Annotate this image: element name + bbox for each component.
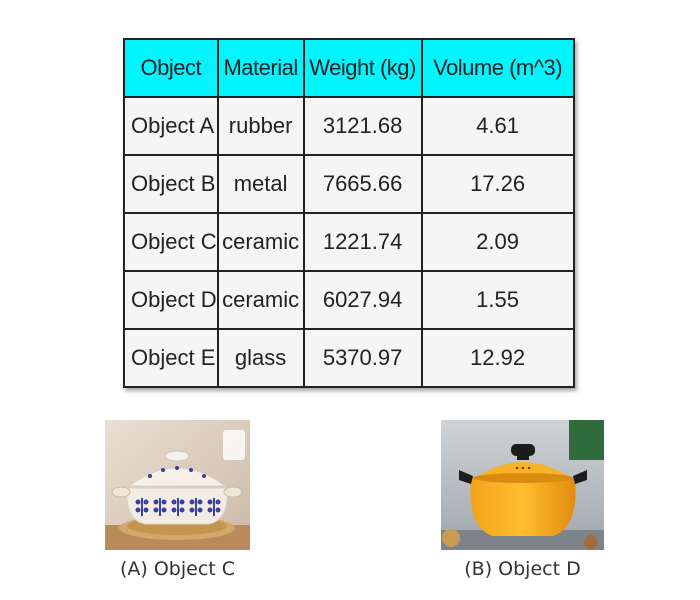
cell-volume: 12.92 bbox=[420, 328, 575, 388]
caption-object-c: (A) Object C bbox=[119, 558, 236, 580]
cell-object: Object C bbox=[123, 212, 219, 272]
orange-pot-photo bbox=[441, 420, 604, 550]
cell-material: ceramic bbox=[216, 212, 305, 272]
cell-volume: 17.26 bbox=[420, 154, 575, 214]
table-row: Object D ceramic 6027.94 1.55 bbox=[123, 270, 575, 330]
cell-volume: 1.55 bbox=[420, 270, 575, 330]
cell-weight: 6027.94 bbox=[302, 270, 423, 330]
data-table-container: Object Material Weight (kg) Volume (m^3)… bbox=[123, 38, 575, 388]
table-row: Object E glass 5370.97 12.92 bbox=[123, 328, 575, 388]
cell-volume: 2.09 bbox=[420, 212, 575, 272]
cell-object: Object E bbox=[123, 328, 219, 388]
cell-weight: 3121.68 bbox=[302, 96, 423, 156]
cell-object: Object A bbox=[123, 96, 219, 156]
cell-weight: 7665.66 bbox=[302, 154, 423, 214]
table-row: Object B metal 7665.66 17.26 bbox=[123, 154, 575, 214]
cell-weight: 5370.97 bbox=[302, 328, 423, 388]
caption-object-d: (B) Object D bbox=[464, 558, 581, 580]
cell-material: rubber bbox=[216, 96, 305, 156]
cell-material: glass bbox=[216, 328, 305, 388]
header-material: Material bbox=[216, 38, 305, 98]
ceramic-pot-photo bbox=[105, 420, 250, 550]
cell-object: Object B bbox=[123, 154, 219, 214]
cell-material: ceramic bbox=[216, 270, 305, 330]
table-header-row: Object Material Weight (kg) Volume (m^3) bbox=[123, 38, 575, 98]
cell-weight: 1221.74 bbox=[302, 212, 423, 272]
cell-material: metal bbox=[216, 154, 305, 214]
cell-volume: 4.61 bbox=[420, 96, 575, 156]
data-table: Object Material Weight (kg) Volume (m^3)… bbox=[123, 38, 575, 388]
cell-object: Object D bbox=[123, 270, 219, 330]
header-weight: Weight (kg) bbox=[302, 38, 423, 98]
header-object: Object bbox=[123, 38, 219, 98]
table-row: Object A rubber 3121.68 4.61 bbox=[123, 96, 575, 156]
table-row: Object C ceramic 1221.74 2.09 bbox=[123, 212, 575, 272]
header-volume: Volume (m^3) bbox=[420, 38, 575, 98]
